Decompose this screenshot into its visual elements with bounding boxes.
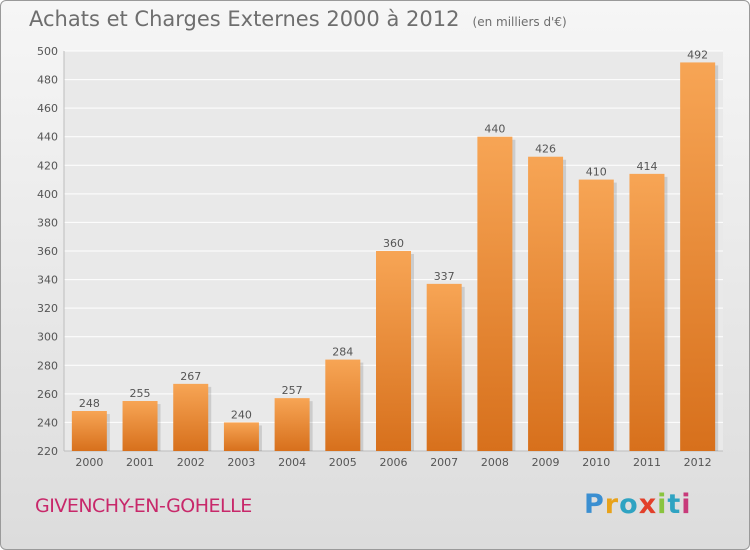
y-tick-label: 240 bbox=[37, 416, 58, 429]
bar bbox=[173, 383, 209, 451]
proxiti-logo[interactable]: Proxiti bbox=[584, 489, 692, 520]
y-tick-label: 460 bbox=[37, 102, 58, 115]
y-tick-label: 260 bbox=[37, 388, 58, 401]
chart-title: Achats et Charges Externes 2000 à 2012 bbox=[29, 7, 460, 31]
data-label: 255 bbox=[130, 387, 151, 400]
y-tick-label: 400 bbox=[37, 188, 58, 201]
logo-letter: i bbox=[681, 489, 692, 520]
x-tick-label: 2005 bbox=[329, 456, 357, 469]
y-tick-label: 440 bbox=[37, 131, 58, 144]
commune-name: GIVENCHY-EN-GOHELLE bbox=[35, 495, 252, 517]
y-tick-label: 420 bbox=[37, 159, 58, 172]
x-tick-label: 2002 bbox=[177, 456, 205, 469]
data-label: 337 bbox=[434, 270, 455, 283]
data-label: 440 bbox=[484, 123, 505, 136]
data-label: 248 bbox=[79, 397, 100, 410]
logo-letter: i bbox=[657, 489, 668, 520]
bar bbox=[629, 173, 665, 451]
x-tick-label: 2001 bbox=[126, 456, 154, 469]
y-tick-label: 480 bbox=[37, 74, 58, 87]
bar bbox=[274, 398, 310, 451]
title-row: Achats et Charges Externes 2000 à 2012 (… bbox=[29, 7, 567, 31]
x-tick-label: 2003 bbox=[227, 456, 255, 469]
bar bbox=[578, 179, 614, 452]
y-tick-label: 500 bbox=[37, 45, 58, 58]
x-tick-label: 2006 bbox=[380, 456, 408, 469]
x-tick-label: 2012 bbox=[684, 456, 712, 469]
y-tick-label: 320 bbox=[37, 302, 58, 315]
data-label: 426 bbox=[535, 143, 556, 156]
bar bbox=[426, 283, 462, 451]
y-tick-label: 220 bbox=[37, 445, 58, 458]
bar bbox=[325, 359, 361, 451]
y-tick-label: 340 bbox=[37, 274, 58, 287]
bar bbox=[376, 251, 411, 451]
logo-letter: P bbox=[584, 489, 605, 520]
x-tick-label: 2000 bbox=[75, 456, 103, 469]
data-label: 410 bbox=[586, 166, 607, 179]
x-tick-label: 2007 bbox=[430, 456, 458, 469]
y-tick-label: 360 bbox=[37, 245, 58, 258]
x-tick-label: 2011 bbox=[633, 456, 661, 469]
logo-letter: r bbox=[604, 489, 620, 520]
chart-subtitle: (en milliers d'€) bbox=[472, 15, 567, 29]
logo-letter: o bbox=[619, 489, 639, 520]
bar bbox=[528, 156, 564, 451]
data-label: 257 bbox=[282, 384, 303, 397]
data-label: 284 bbox=[332, 346, 353, 359]
y-tick-label: 300 bbox=[37, 331, 58, 344]
data-label: 267 bbox=[180, 370, 201, 383]
data-label: 492 bbox=[687, 48, 708, 61]
bar bbox=[71, 411, 107, 451]
x-tick-label: 2008 bbox=[481, 456, 509, 469]
logo-letter: x bbox=[638, 489, 658, 520]
x-tick-label: 2004 bbox=[278, 456, 306, 469]
x-tick-label: 2010 bbox=[582, 456, 610, 469]
logo-letter: t bbox=[667, 489, 682, 520]
y-tick-label: 280 bbox=[37, 359, 58, 372]
bar bbox=[122, 401, 158, 451]
bar bbox=[223, 422, 259, 451]
bar bbox=[477, 136, 513, 451]
y-tick-label: 380 bbox=[37, 216, 58, 229]
data-label: 360 bbox=[383, 237, 404, 250]
data-label: 414 bbox=[636, 160, 657, 173]
x-tick-label: 2009 bbox=[532, 456, 560, 469]
data-label: 240 bbox=[231, 408, 252, 421]
bar bbox=[680, 62, 716, 452]
